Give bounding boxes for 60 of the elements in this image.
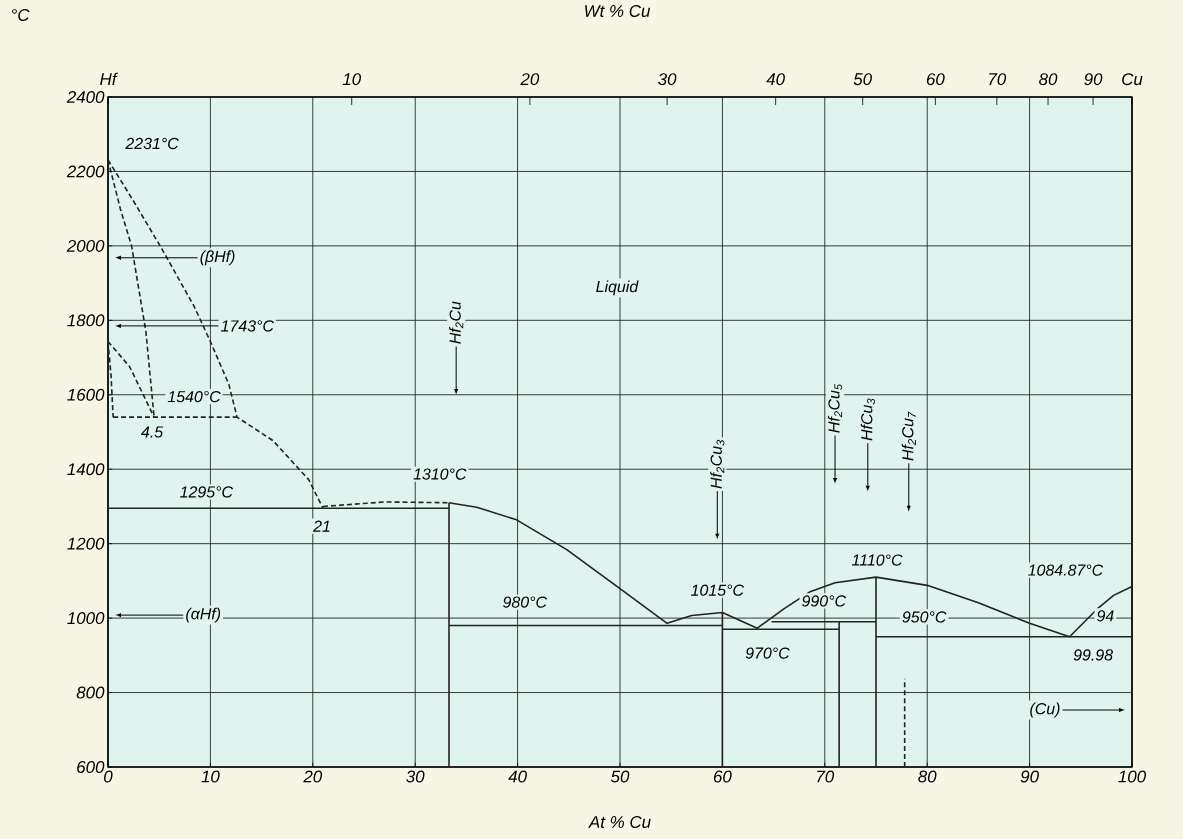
annotation: (Cu) — [1030, 702, 1060, 718]
y-tick-label: 1200 — [67, 537, 105, 550]
x-tick-label: 40 — [508, 770, 527, 783]
y-tick-label: 1800 — [67, 314, 105, 327]
y-tick-label: 1400 — [67, 463, 105, 476]
x-tick-label: 100 — [1118, 770, 1146, 783]
annotation: (αHf) — [186, 607, 221, 623]
text: 10 — [342, 73, 361, 86]
text: 60 — [926, 73, 945, 86]
x2-axis-title: Wt % Cu — [585, 4, 651, 17]
y-tick-label: 2000 — [66, 239, 105, 252]
annotation: Hf$_{2}$Cu$_{3}$ — [710, 439, 725, 489]
x-tick-label: 80 — [918, 770, 937, 783]
annotation: 1015°C — [691, 584, 745, 596]
text: 30 — [658, 73, 677, 86]
annotation: 1295°C — [180, 486, 234, 498]
x-tick-label: 10 — [201, 770, 220, 783]
x-tick-label: 50 — [610, 770, 630, 783]
annotation: Liquid — [596, 280, 639, 296]
x-tick-label: 70 — [817, 770, 835, 783]
annotation: 990°C — [802, 595, 847, 607]
x-tick-label: 30 — [406, 770, 425, 783]
annotation: 1110°C — [851, 554, 903, 566]
y-tick-label: 1600 — [67, 388, 105, 401]
annotation: 980°C — [503, 596, 548, 608]
annotation: 1743°C — [221, 320, 275, 332]
y-tick-label: 800 — [76, 686, 105, 699]
y-tick-label: 600 — [77, 760, 105, 773]
text: 70 — [989, 73, 1007, 86]
text: 20 — [520, 73, 540, 86]
annotation: Hf$_{2}$Cu$_{7}$ — [901, 411, 916, 461]
annotation: (βHf) — [200, 250, 235, 266]
annotation: 970°C — [745, 647, 790, 659]
x-tick-label: 0 — [104, 770, 113, 783]
text: 80 — [1039, 73, 1058, 86]
y-tick-label: 2400 — [66, 90, 105, 103]
y-tick-label: 1000 — [67, 612, 105, 625]
text: 50 — [853, 73, 872, 86]
text: Cu — [1122, 73, 1143, 86]
annotation: Hf$_{2}$Cu$_{5}$ — [827, 383, 843, 433]
annotation: 4.5 — [141, 426, 164, 438]
text: 40 — [766, 73, 785, 86]
text: 90 — [1084, 73, 1103, 86]
y-tick-label: 2200 — [66, 165, 105, 178]
annotation: 94 — [1097, 610, 1114, 622]
annotation: 950°C — [902, 611, 947, 623]
annotation: 21 — [313, 520, 330, 532]
annotation: 99.98 — [1073, 649, 1113, 661]
x-tick-label: 20 — [303, 770, 323, 783]
annotation: 1540°C — [167, 390, 221, 403]
y-axis-title: °C — [12, 8, 30, 21]
text: Hf — [100, 72, 118, 85]
annotation: 2231°C — [125, 137, 179, 150]
x-tick-label: 90 — [1020, 770, 1039, 783]
x-axis-title: At % Cu — [588, 815, 651, 828]
annotation: 1310°C — [413, 468, 467, 480]
annotation: HfCu$_{3}$ — [860, 398, 875, 441]
annotation: Hf$_{2}$Cu — [449, 301, 464, 344]
annotation: 1084.87°C — [1028, 564, 1104, 576]
x-tick-label: 60 — [713, 770, 732, 783]
